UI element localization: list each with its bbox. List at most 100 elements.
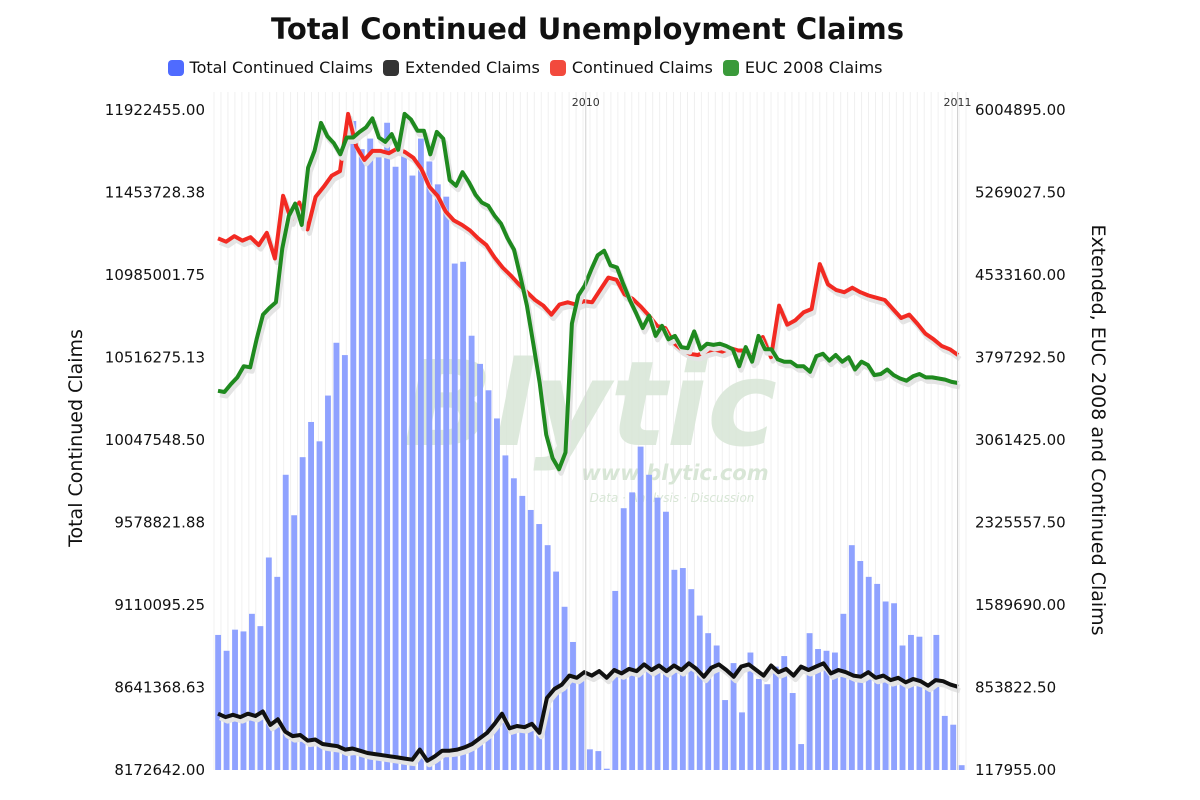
right-tick-label: 853822.50 <box>975 679 1056 697</box>
bar[interactable] <box>333 342 340 770</box>
bar[interactable] <box>553 571 560 770</box>
bar[interactable] <box>477 363 483 770</box>
legend: Total Continued Claims Extended Claims C… <box>0 58 1050 77</box>
bar[interactable] <box>578 677 585 770</box>
bar[interactable] <box>899 645 906 770</box>
bar[interactable] <box>764 684 771 770</box>
legend-item-total[interactable]: Total Continued Claims <box>167 58 373 77</box>
bar[interactable] <box>375 149 382 770</box>
bar[interactable] <box>840 613 847 770</box>
bar[interactable] <box>823 650 830 770</box>
bar[interactable] <box>240 631 247 770</box>
bar[interactable] <box>299 457 306 770</box>
bar[interactable] <box>629 492 636 770</box>
bar[interactable] <box>291 515 298 770</box>
bar[interactable] <box>730 663 737 770</box>
bar[interactable] <box>603 768 610 770</box>
bar[interactable] <box>316 441 323 770</box>
series-line-extended[interactable] <box>217 661 959 763</box>
bar[interactable] <box>350 120 357 771</box>
bar[interactable] <box>519 495 526 770</box>
bar[interactable] <box>941 715 948 770</box>
bar[interactable] <box>409 175 416 770</box>
bar[interactable] <box>215 634 222 770</box>
bar[interactable] <box>916 636 923 770</box>
bar[interactable] <box>248 613 255 770</box>
bar[interactable] <box>510 478 517 770</box>
bar[interactable] <box>384 122 391 771</box>
bar[interactable] <box>612 590 619 770</box>
right-tick-label: 3797292.50 <box>975 349 1066 367</box>
bar[interactable] <box>358 149 365 770</box>
bar[interactable] <box>798 744 805 770</box>
bar[interactable] <box>908 634 914 770</box>
bar[interactable] <box>265 557 272 770</box>
bar[interactable] <box>832 652 838 770</box>
bar[interactable] <box>637 446 644 770</box>
bar[interactable] <box>367 138 374 770</box>
bar[interactable] <box>663 511 669 770</box>
bar[interactable] <box>806 633 813 770</box>
bar[interactable] <box>891 603 898 770</box>
series-line-continued[interactable] <box>217 111 960 362</box>
right-tick-label: 5269027.50 <box>975 184 1066 202</box>
bar[interactable] <box>223 650 230 770</box>
bar[interactable] <box>232 629 238 770</box>
bar[interactable] <box>696 615 703 770</box>
bar[interactable] <box>781 656 788 770</box>
bar[interactable] <box>282 474 289 770</box>
bar[interactable] <box>815 649 821 770</box>
legend-item-euc[interactable]: EUC 2008 Claims <box>722 58 882 77</box>
bar[interactable] <box>401 152 407 771</box>
left-tick-label: 10516275.13 <box>105 349 205 367</box>
bar[interactable] <box>620 508 627 770</box>
series-line-shadow <box>219 115 962 366</box>
bar[interactable] <box>654 497 661 770</box>
bar[interactable] <box>646 474 652 770</box>
bar[interactable] <box>257 626 264 770</box>
bar[interactable] <box>417 138 424 770</box>
bar[interactable] <box>468 335 475 770</box>
bar[interactable] <box>570 641 576 770</box>
bar[interactable] <box>747 652 754 770</box>
bar[interactable] <box>274 576 281 770</box>
bar[interactable] <box>705 633 712 770</box>
bar[interactable] <box>713 645 720 770</box>
bar[interactable] <box>451 263 458 770</box>
legend-item-continued[interactable]: Continued Claims <box>549 58 713 77</box>
bar[interactable] <box>308 421 314 770</box>
bar[interactable] <box>950 724 957 770</box>
legend-item-extended[interactable]: Extended Claims <box>382 58 540 77</box>
bar[interactable] <box>857 561 864 770</box>
bar[interactable] <box>494 418 500 770</box>
bar[interactable] <box>485 390 492 770</box>
bar[interactable] <box>688 589 695 770</box>
bar[interactable] <box>544 545 551 770</box>
legend-swatch-extended <box>382 59 399 76</box>
series-line-euc-2008[interactable] <box>217 111 959 472</box>
bar[interactable] <box>958 765 965 770</box>
bar[interactable] <box>426 161 433 771</box>
bar[interactable] <box>341 355 348 770</box>
bar[interactable] <box>527 509 534 770</box>
bar[interactable] <box>789 693 796 770</box>
watermark-tagline: Data · Analysis · Discussion <box>590 491 755 505</box>
bar[interactable] <box>755 678 762 770</box>
bar[interactable] <box>325 395 331 770</box>
bar[interactable] <box>882 601 889 770</box>
bar[interactable] <box>848 545 855 770</box>
bar[interactable] <box>502 455 509 770</box>
bar[interactable] <box>434 184 441 771</box>
bar[interactable] <box>772 666 779 770</box>
bar[interactable] <box>392 166 399 771</box>
bar[interactable] <box>595 751 602 770</box>
bar[interactable] <box>722 700 729 770</box>
bar[interactable] <box>536 524 543 770</box>
bar[interactable] <box>443 196 450 771</box>
bar[interactable] <box>933 634 940 770</box>
bar[interactable] <box>739 712 745 770</box>
bar[interactable] <box>924 685 931 770</box>
bar[interactable] <box>460 261 467 770</box>
bar[interactable] <box>586 749 593 770</box>
